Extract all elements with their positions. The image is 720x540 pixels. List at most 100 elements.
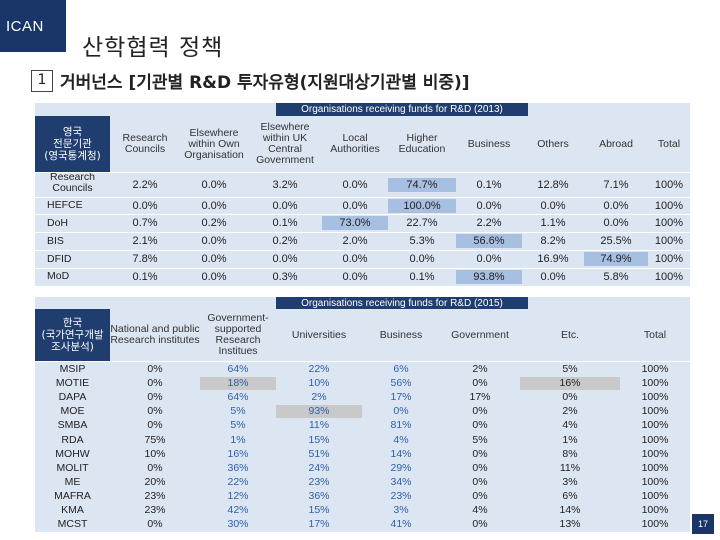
- uk-cell: 25.5%: [600, 235, 632, 247]
- page-title: 산학협력 정책: [82, 35, 224, 61]
- logo: ICAN: [0, 0, 66, 52]
- uk-cell: 56.6%: [456, 234, 522, 248]
- kr-column-header: Government-supported Research Institues: [207, 312, 269, 357]
- kr-cell: 0%: [393, 405, 409, 418]
- kr-cell: 0%: [472, 377, 488, 390]
- kr-cell: 100%: [641, 419, 669, 432]
- kr-column-header: Universities: [291, 328, 347, 341]
- kr-cell: 0%: [147, 419, 163, 432]
- kr-column-header: Total: [643, 328, 667, 341]
- kr-cell: 4%: [472, 504, 488, 516]
- uk-row-separator: [35, 214, 690, 215]
- kr-cell: 24%: [308, 461, 330, 474]
- kr-column-header: National and public Research institutes: [110, 323, 200, 346]
- kr-cell: 23%: [144, 489, 166, 502]
- uk-cell: 0.0%: [603, 217, 629, 229]
- kr-cell: 100%: [641, 405, 669, 418]
- uk-cell: 0.0%: [342, 199, 368, 212]
- uk-cell: 2.2%: [132, 178, 158, 191]
- uk-cell: 100%: [654, 199, 684, 212]
- uk-cell: 2.1%: [132, 235, 158, 247]
- kr-cell: 64%: [227, 391, 249, 404]
- uk-cell: 22.7%: [406, 217, 438, 229]
- kr-cell: 0%: [147, 391, 163, 404]
- uk-column-header: Business: [467, 137, 511, 150]
- kr-cell: 2%: [562, 405, 578, 418]
- uk-cell: 0.1%: [132, 270, 158, 283]
- kr-cell: 14%: [390, 447, 412, 460]
- uk-cell: 100%: [654, 253, 684, 265]
- uk-cell: 73.0%: [322, 216, 388, 230]
- kr-cell: 0%: [472, 419, 488, 432]
- uk-cell: 100.0%: [388, 198, 456, 213]
- uk-cell: 100%: [654, 178, 684, 191]
- kr-cell: 22%: [308, 363, 330, 375]
- uk-row-separator: [35, 232, 690, 233]
- uk-cell: 2.2%: [476, 217, 502, 229]
- kr-cell: 8%: [562, 447, 578, 460]
- kr-column-header: Government: [451, 328, 509, 341]
- kr-row-label: MOHW: [55, 447, 90, 460]
- kr-cell: 0%: [472, 475, 488, 488]
- kr-cell: 3%: [562, 475, 578, 488]
- kr-cell: 51%: [308, 447, 330, 460]
- uk-cell: 5.8%: [603, 270, 629, 283]
- kr-cell: 20%: [144, 475, 166, 488]
- kr-cell: 16%: [227, 447, 249, 460]
- uk-cell: 0.0%: [476, 199, 502, 212]
- uk-cell: 0.2%: [201, 217, 227, 229]
- uk-cell: 93.8%: [456, 269, 522, 284]
- kr-cell: 4%: [562, 419, 578, 432]
- uk-row-label: MoD: [47, 270, 70, 282]
- kr-cell: 0%: [147, 518, 163, 531]
- kr-cell: 29%: [390, 461, 412, 474]
- uk-column-header: Research Councils: [122, 132, 168, 155]
- kr-cell: 0%: [562, 391, 578, 404]
- uk-cell: 0.0%: [342, 270, 368, 283]
- kr-cell: 5%: [230, 419, 246, 432]
- kr-cell: 0%: [147, 405, 163, 418]
- kr-row-label: MOTIE: [55, 377, 90, 390]
- uk-cell: 0.0%: [201, 253, 227, 265]
- uk-cell: 5.3%: [409, 235, 435, 247]
- kr-column-header: Business: [379, 328, 423, 341]
- uk-cell: 0.0%: [603, 199, 629, 212]
- kr-row-label: MOE: [60, 405, 85, 418]
- kr-cell: 56%: [390, 377, 412, 390]
- page-number: 17: [692, 514, 714, 534]
- kr-row-label: MOLIT: [56, 461, 89, 474]
- uk-cell: 0.0%: [201, 199, 227, 212]
- uk-cell: 1.1%: [540, 217, 566, 229]
- uk-cell: 0.0%: [201, 235, 227, 247]
- uk-cell: 0.7%: [132, 217, 158, 229]
- kr-row-label: DAPA: [58, 391, 87, 404]
- kr-cell: 100%: [641, 475, 669, 488]
- kr-cell: 23%: [390, 489, 412, 502]
- kr-cell: 30%: [227, 518, 249, 531]
- uk-column-header: Others: [537, 137, 569, 150]
- kr-row-label: ME: [64, 475, 81, 488]
- kr-cell: 2%: [472, 363, 488, 375]
- uk-cell: 16.9%: [537, 253, 569, 265]
- kr-cell: 5%: [562, 363, 578, 375]
- uk-row-label: Research Councils: [50, 171, 95, 194]
- kr-cell: 17%: [469, 391, 491, 404]
- kr-cell: 15%: [308, 504, 330, 516]
- uk-column-header: Elsewhere within Own Organisation: [184, 126, 244, 161]
- kr-cell: 0%: [472, 518, 488, 531]
- kr-cell: 42%: [227, 504, 249, 516]
- kr-cell: 11%: [559, 461, 581, 474]
- kr-cell: 18%: [200, 377, 276, 391]
- kr-cell: 100%: [641, 391, 669, 404]
- uk-cell: 0.1%: [409, 270, 435, 283]
- kr-row-label: MCST: [57, 518, 88, 531]
- kr-cell: 81%: [390, 419, 412, 432]
- uk-column-header: Local Authorities: [330, 132, 380, 155]
- uk-row-separator: [35, 250, 690, 251]
- kr-cell: 10%: [144, 447, 166, 460]
- kr-cell: 36%: [308, 489, 330, 502]
- uk-row-label: DFID: [47, 253, 72, 265]
- kr-cell: 14%: [559, 504, 581, 516]
- uk-cell: 74.7%: [388, 177, 456, 192]
- uk-cell: 0.1%: [476, 178, 502, 191]
